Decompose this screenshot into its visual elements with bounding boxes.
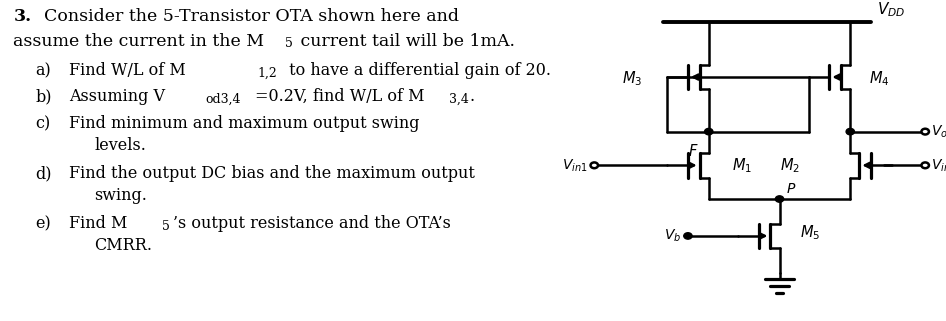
Text: $\mathit{M}_2$: $\mathit{M}_2$ — [780, 156, 800, 175]
Circle shape — [705, 128, 713, 135]
Text: $\mathit{V}_{in1}$: $\mathit{V}_{in1}$ — [563, 157, 588, 174]
Text: ’s output resistance and the OTA’s: ’s output resistance and the OTA’s — [172, 215, 450, 232]
Text: $\mathit{M}_1$: $\mathit{M}_1$ — [731, 156, 752, 175]
Text: Find W/L of M: Find W/L of M — [69, 62, 185, 79]
Text: d): d) — [35, 165, 51, 182]
Text: Find M: Find M — [69, 215, 128, 232]
Text: od3,4: od3,4 — [205, 93, 241, 106]
Text: e): e) — [35, 215, 51, 232]
Text: 1,2: 1,2 — [257, 67, 277, 80]
Text: CMRR.: CMRR. — [95, 237, 152, 254]
Text: 3.: 3. — [13, 8, 31, 25]
Text: a): a) — [35, 62, 51, 79]
Text: Find minimum and maximum output swing: Find minimum and maximum output swing — [69, 115, 419, 132]
Text: $\mathit{V}_{DD}$: $\mathit{V}_{DD}$ — [877, 1, 905, 19]
Text: assume the current in the M: assume the current in the M — [13, 33, 265, 50]
Circle shape — [590, 162, 598, 168]
Circle shape — [846, 128, 854, 135]
Circle shape — [776, 196, 783, 202]
Text: $\mathit{P}$: $\mathit{P}$ — [786, 182, 797, 196]
Circle shape — [684, 233, 692, 239]
Text: Assuming V: Assuming V — [69, 88, 165, 105]
Text: $\mathit{V}_{out}$: $\mathit{V}_{out}$ — [932, 123, 946, 140]
Text: c): c) — [35, 115, 50, 132]
Text: .: . — [469, 88, 474, 105]
Text: $\mathit{V}_b$: $\mathit{V}_b$ — [664, 228, 682, 244]
Text: 3,4: 3,4 — [448, 93, 468, 106]
Text: current tail will be 1mA.: current tail will be 1mA. — [295, 33, 516, 50]
Text: Find the output DC bias and the maximum output: Find the output DC bias and the maximum … — [69, 165, 475, 182]
Circle shape — [921, 129, 929, 134]
Text: 5: 5 — [285, 37, 292, 50]
Text: to have a differential gain of 20.: to have a differential gain of 20. — [284, 62, 552, 79]
Text: $\mathit{M}_3$: $\mathit{M}_3$ — [622, 69, 642, 88]
Text: $\mathit{V}_{in2}$: $\mathit{V}_{in2}$ — [932, 157, 946, 174]
Text: $\mathit{F}$: $\mathit{F}$ — [688, 143, 698, 159]
Text: $\mathit{M}_5$: $\mathit{M}_5$ — [800, 223, 820, 242]
Text: b): b) — [35, 88, 51, 105]
Text: Consider the 5-Transistor OTA shown here and: Consider the 5-Transistor OTA shown here… — [44, 8, 459, 25]
Text: =0.2V, find W/L of M: =0.2V, find W/L of M — [254, 88, 424, 105]
Text: $\mathit{M}_4$: $\mathit{M}_4$ — [869, 69, 889, 88]
Text: 5: 5 — [163, 220, 170, 233]
Text: levels.: levels. — [95, 137, 147, 154]
Circle shape — [921, 162, 929, 168]
Text: swing.: swing. — [95, 187, 148, 204]
